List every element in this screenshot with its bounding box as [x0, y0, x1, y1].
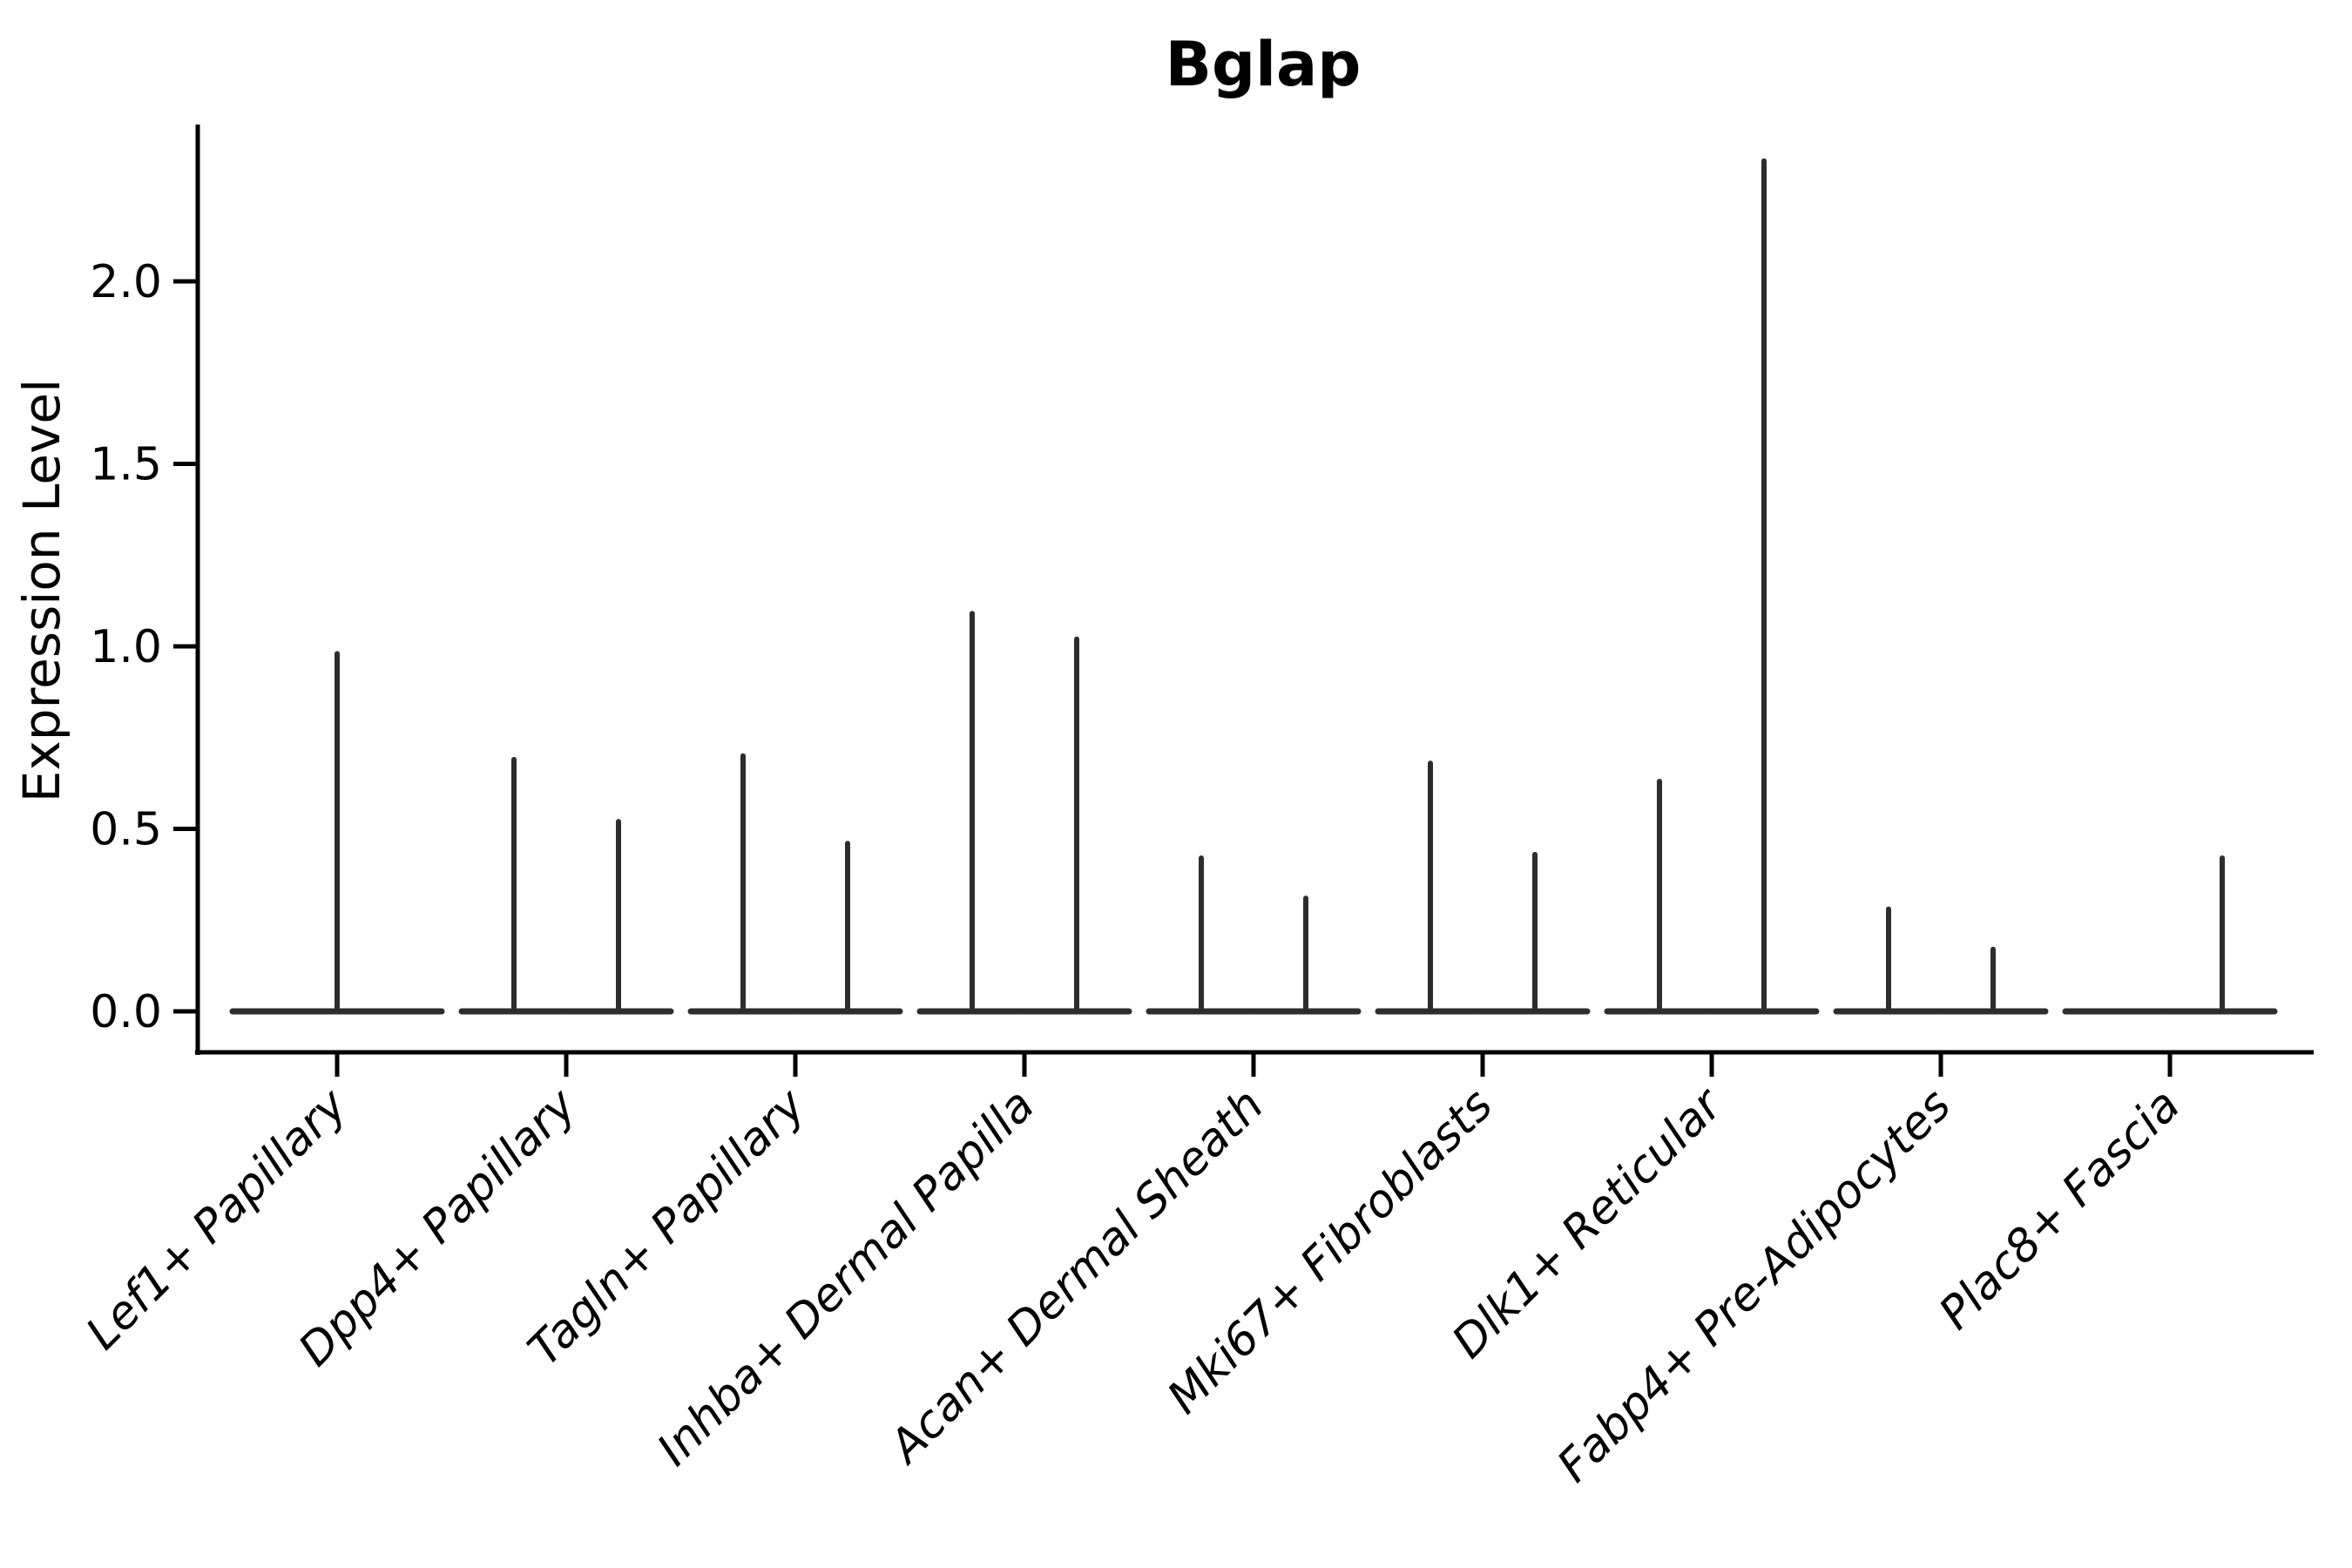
x-category-label: Acan+ Dermal Sheath [878, 1079, 1274, 1475]
violin-category [229, 651, 445, 1015]
violins [229, 158, 2278, 1015]
violin-category [1375, 760, 1591, 1015]
violin-category [1604, 158, 1820, 1015]
chart-title: Bglap [1166, 29, 1362, 100]
y-tick-label: 1.0 [90, 621, 162, 673]
x-category-label: Plac8+ Fascia [1930, 1079, 2190, 1340]
violin-category [916, 611, 1132, 1015]
violin-category [687, 753, 903, 1015]
violin-category [1833, 906, 2049, 1015]
y-axis-label: Expression Level [12, 379, 71, 802]
x-category-label: Fabp4+ Pre-Adipocytes [1548, 1079, 1962, 1493]
y-tick-label: 0.0 [90, 986, 162, 1038]
y-axis-ticks: 0.0 0.5 1.0 1.5 2.0 [90, 256, 198, 1038]
y-tick-label: 2.0 [90, 256, 162, 308]
y-tick-label: 1.5 [90, 439, 162, 491]
violin-category [458, 756, 674, 1015]
violin-category [2062, 855, 2278, 1015]
y-tick-label: 0.5 [90, 804, 162, 856]
x-axis-ticks [335, 1052, 2173, 1077]
violin-category [1146, 855, 1362, 1015]
x-category-label: Inhba+ Dermal Papilla [647, 1079, 1044, 1477]
